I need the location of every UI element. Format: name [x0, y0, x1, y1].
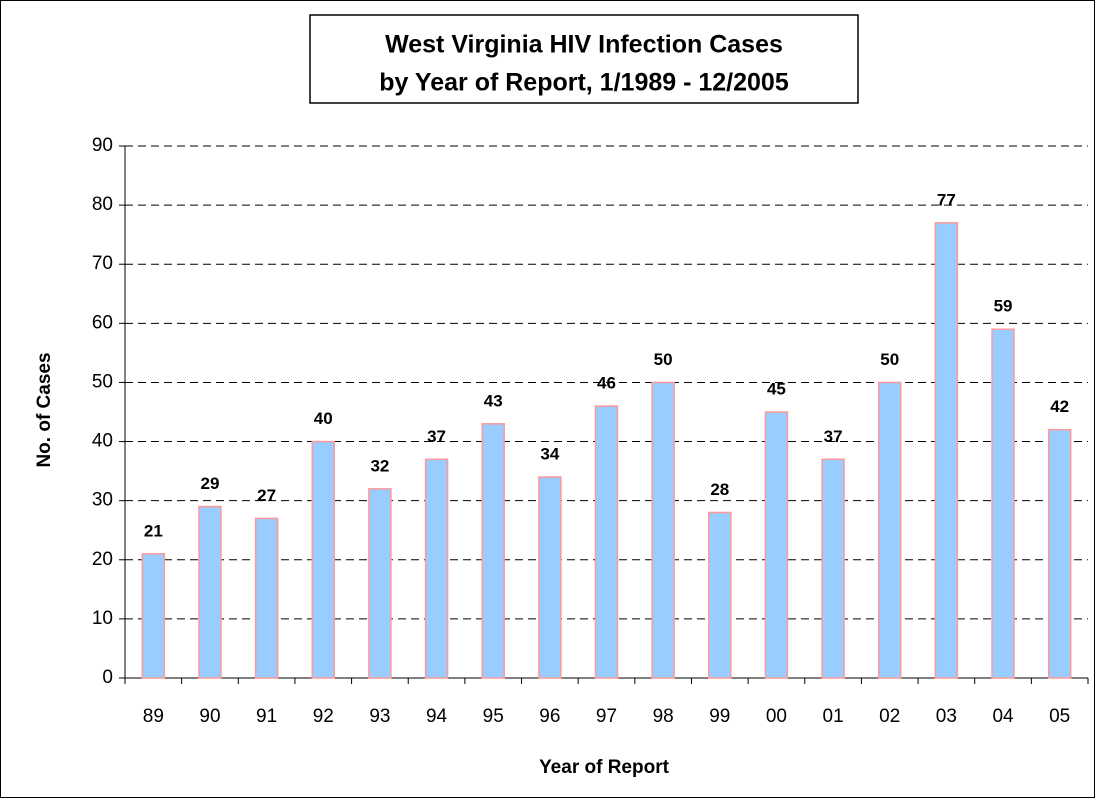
- x-tick-label: 99: [709, 706, 730, 727]
- x-tick-label: 05: [1049, 706, 1070, 727]
- x-tick-label: 94: [426, 706, 448, 727]
- bar: [141, 553, 166, 679]
- bar: [708, 511, 732, 679]
- data-label: 28: [710, 480, 729, 499]
- data-label: 45: [767, 379, 786, 398]
- chart-title: by Year of Report, 1/1989 - 12/2005: [379, 69, 789, 97]
- x-tick-label: 91: [256, 706, 277, 727]
- x-tick-label: 93: [369, 706, 390, 727]
- bar: [991, 328, 1015, 679]
- y-tick-label: 60: [92, 312, 113, 333]
- y-tick-label: 30: [92, 490, 113, 511]
- title-box: [309, 14, 859, 104]
- bar: [538, 476, 562, 679]
- bar: [311, 440, 336, 679]
- y-tick-label: 80: [92, 194, 113, 215]
- x-tick-label: 04: [992, 706, 1014, 727]
- bar: [1047, 428, 1072, 679]
- x-tick-label: 01: [823, 706, 844, 727]
- data-label: 77: [937, 190, 956, 209]
- data-label: 29: [201, 474, 220, 493]
- y-axis-title: No. of Cases: [34, 352, 55, 467]
- bar: [254, 517, 279, 679]
- bar: [934, 222, 959, 679]
- bar: [368, 488, 392, 679]
- x-tick-label: 96: [539, 706, 560, 727]
- y-tick-label: 10: [92, 608, 113, 629]
- data-label: 27: [257, 486, 276, 505]
- chart-title: West Virginia HIV Infection Cases: [385, 31, 783, 59]
- y-tick-label: 70: [92, 253, 113, 274]
- data-label: 37: [824, 427, 843, 446]
- bar: [877, 381, 902, 679]
- data-label: 32: [370, 456, 389, 475]
- x-tick-label: 00: [766, 706, 787, 727]
- bar: [198, 505, 222, 679]
- x-tick-label: 02: [879, 706, 900, 727]
- y-tick-label: 0: [102, 667, 113, 688]
- data-label: 50: [880, 350, 899, 369]
- x-tick-label: 89: [143, 706, 164, 727]
- x-tick-label: 03: [936, 706, 957, 727]
- bar: [424, 458, 449, 679]
- bar: [821, 458, 845, 679]
- y-tick-label: 40: [92, 431, 113, 452]
- bar: [651, 381, 675, 679]
- data-label: 42: [1050, 397, 1069, 416]
- x-tick-label: 90: [199, 706, 220, 727]
- data-label: 37: [427, 427, 446, 446]
- data-label: 59: [994, 297, 1013, 316]
- x-tick-label: 97: [596, 706, 617, 727]
- data-label: 34: [540, 445, 559, 464]
- x-axis-title: Year of Report: [539, 757, 670, 778]
- y-tick-label: 20: [92, 549, 113, 570]
- bar: [594, 405, 619, 679]
- data-label: 43: [484, 391, 503, 410]
- bar: [481, 423, 505, 679]
- data-label: 40: [314, 409, 333, 428]
- data-label: 50: [654, 350, 673, 369]
- data-label: 46: [597, 374, 616, 393]
- y-tick-label: 90: [92, 135, 113, 156]
- data-label: 21: [144, 521, 163, 540]
- x-tick-label: 98: [653, 706, 674, 727]
- x-tick-label: 92: [313, 706, 334, 727]
- x-tick-label: 95: [483, 706, 504, 727]
- y-tick-label: 50: [92, 371, 113, 392]
- bar: [764, 411, 789, 679]
